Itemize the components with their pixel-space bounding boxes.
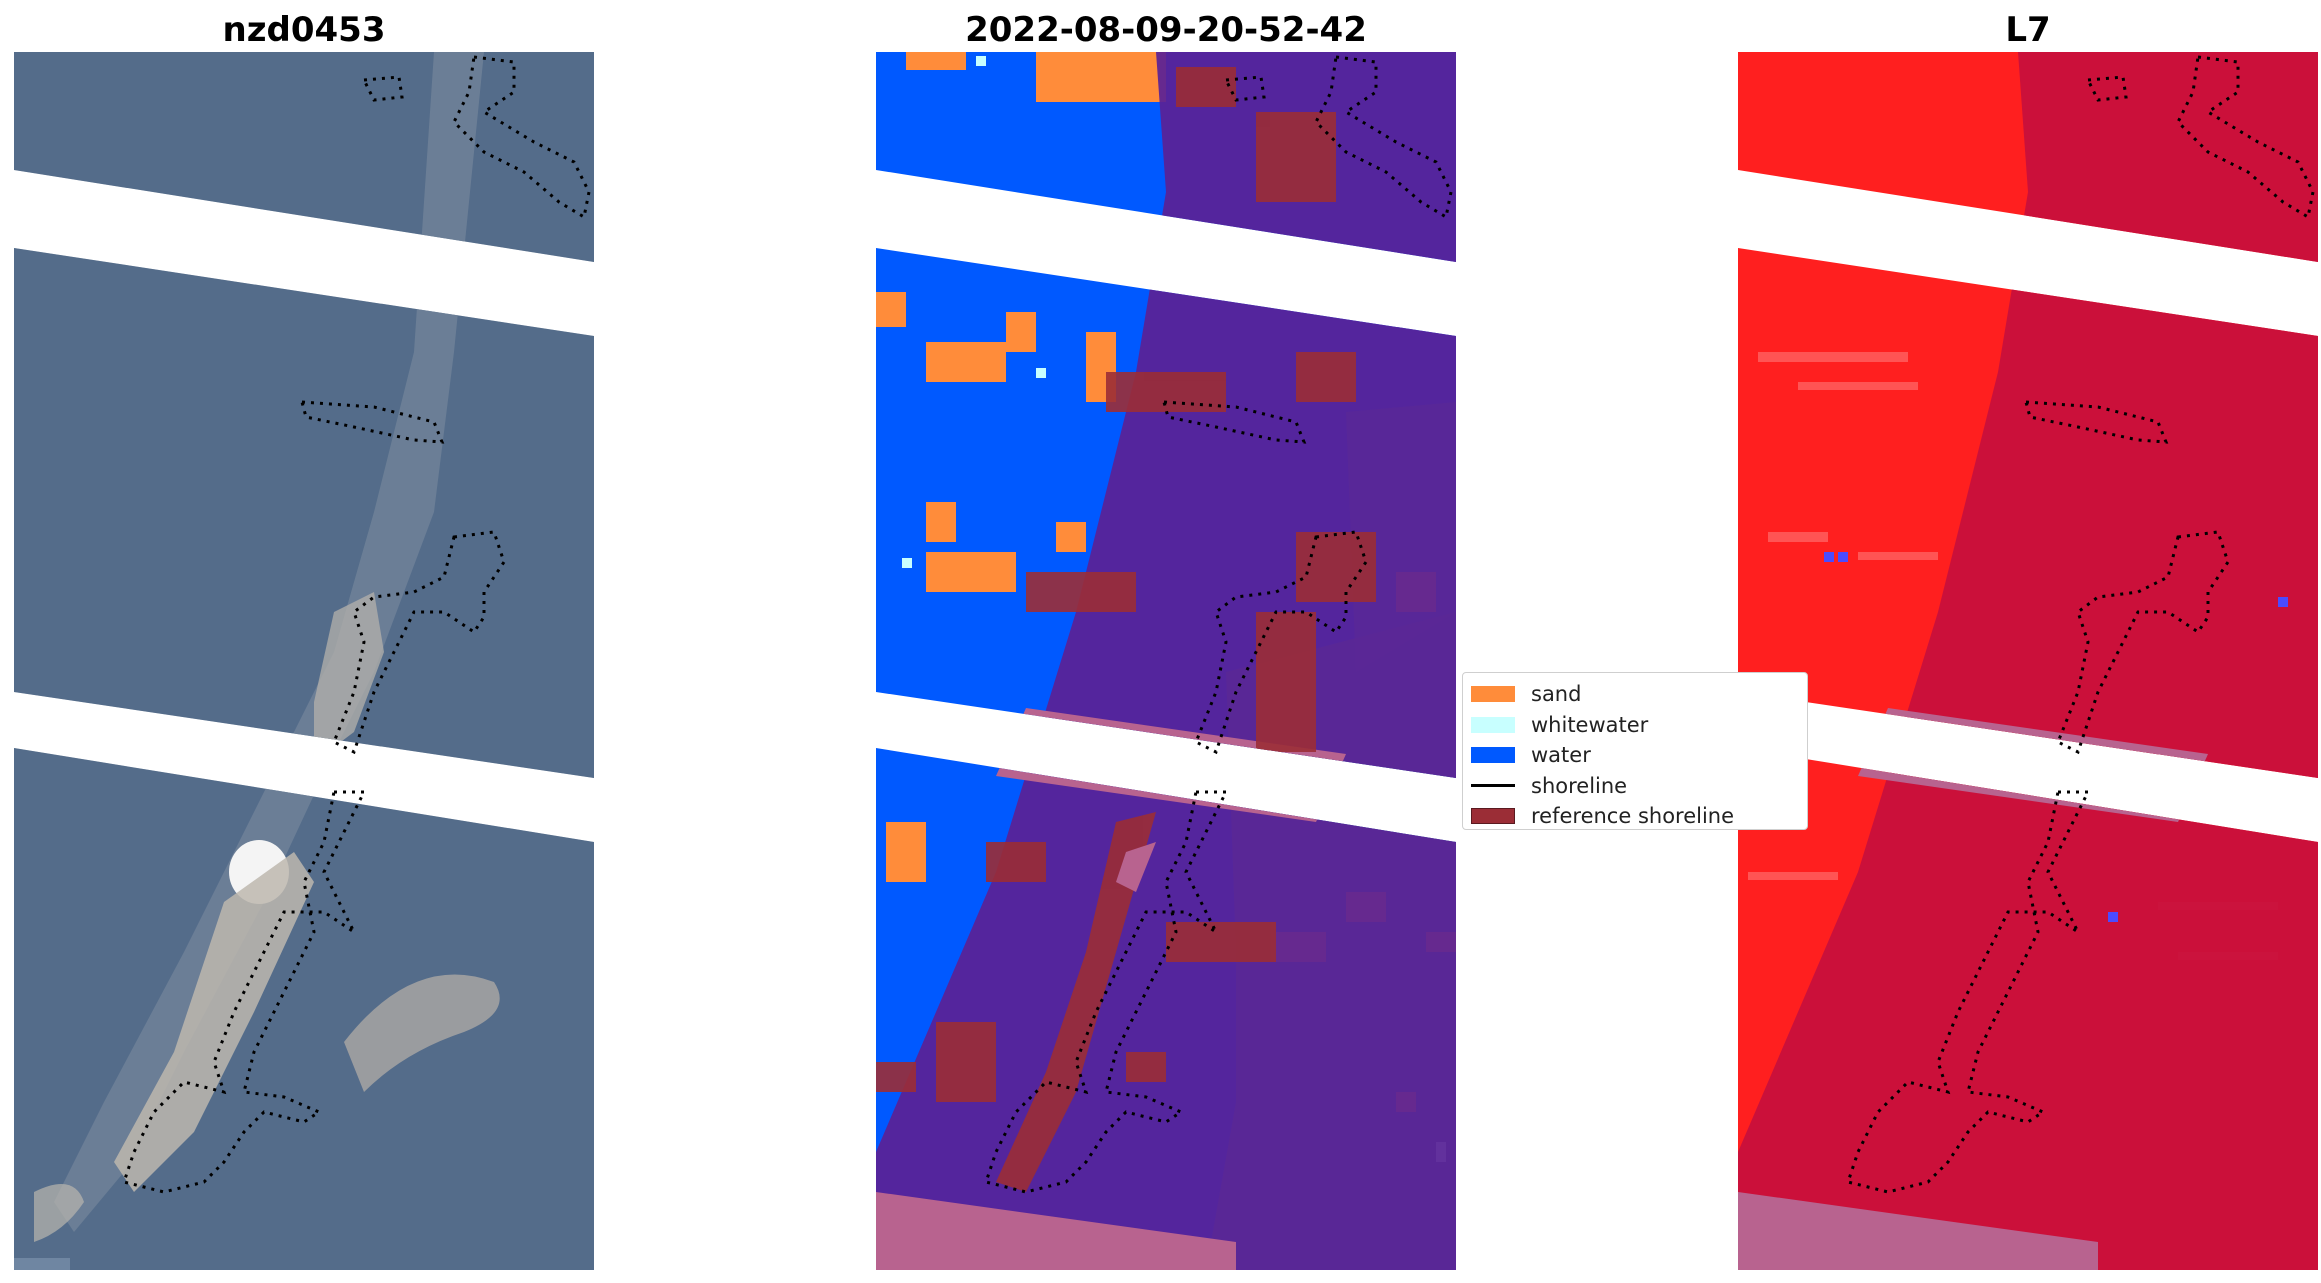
legend-item-whitewater: whitewater xyxy=(1471,710,1799,741)
whitewater-swatch xyxy=(1471,716,1515,733)
legend-label-reference-shoreline: reference shoreline xyxy=(1531,804,1735,829)
legend-item-shoreline: shoreline xyxy=(1471,771,1799,802)
water-swatch xyxy=(1471,747,1515,764)
shoreline-line-swatch xyxy=(1471,784,1515,788)
legend-item-sand: sand xyxy=(1471,679,1799,710)
legend-label-shoreline: shoreline xyxy=(1531,773,1628,798)
panel-title-date: 2022-08-09-20-52-42 xyxy=(965,10,1367,50)
panel-title-sensor: L7 xyxy=(2005,10,2051,50)
index-image xyxy=(1738,52,2318,1270)
rgb-image xyxy=(14,52,594,1270)
classified-image xyxy=(876,52,1456,1270)
sand-swatch xyxy=(1471,686,1515,703)
legend: sand whitewater water shoreline referenc… xyxy=(1462,672,1808,830)
rgb-image-panel xyxy=(14,52,594,1270)
legend-item-water: water xyxy=(1471,740,1799,771)
legend-label-sand: sand xyxy=(1531,682,1582,707)
reference-shoreline-swatch xyxy=(1471,808,1515,825)
index-image-panel xyxy=(1738,52,2318,1270)
classified-image-panel xyxy=(876,52,1456,1270)
panel-title-rgb: nzd0453 xyxy=(222,10,386,50)
legend-label-whitewater: whitewater xyxy=(1531,712,1649,737)
legend-label-water: water xyxy=(1531,743,1591,768)
legend-item-reference-shoreline: reference shoreline xyxy=(1471,801,1799,832)
